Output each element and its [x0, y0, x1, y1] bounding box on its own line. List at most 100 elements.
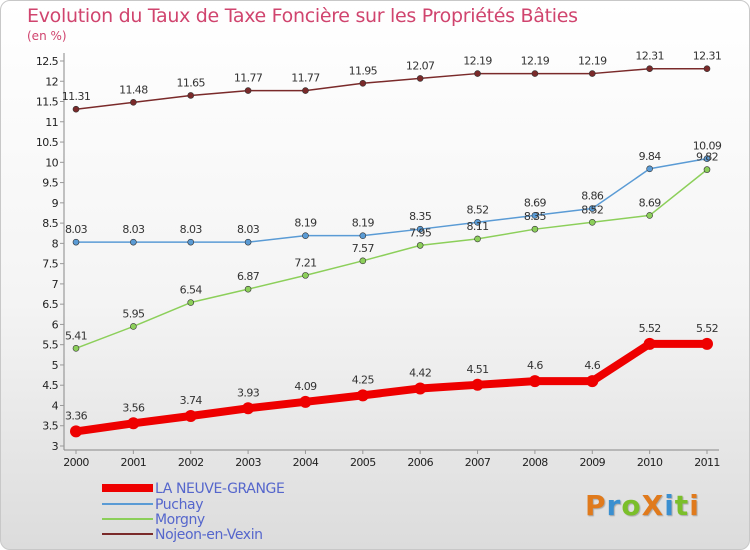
data-label-morgny: 5.95	[122, 307, 145, 320]
data-label-nojeon-en-vexin: 11.77	[291, 72, 320, 85]
data-label-nojeon-en-vexin: 11.31	[62, 90, 91, 103]
y-tick-label: 3	[52, 440, 59, 453]
y-tick-label: 6	[52, 318, 59, 331]
brand-letter: P	[585, 489, 607, 522]
data-label-la-neuve-grange: 5.52	[696, 322, 718, 335]
data-label-la-neuve-grange: 4.25	[352, 373, 375, 386]
brand-letter: X	[641, 489, 665, 522]
data-label-puchay: 8.19	[352, 217, 375, 230]
brand-letter: o	[621, 489, 642, 522]
data-label-la-neuve-grange: 5.52	[639, 322, 661, 335]
data-label-morgny: 6.54	[180, 284, 203, 297]
legend-label-morgny: Morgny	[155, 512, 205, 528]
x-tick-label: 2010	[637, 456, 663, 469]
x-tick-label: 2006	[407, 456, 433, 469]
y-tick-label: 4.5	[42, 379, 58, 392]
data-label-puchay: 8.03	[180, 223, 203, 236]
x-tick-label: 2002	[178, 456, 204, 469]
y-tick-label: 11	[45, 116, 58, 129]
data-label-nojeon-en-vexin: 11.77	[234, 72, 263, 85]
data-point-puchay	[703, 155, 711, 162]
y-tick-label: 7	[52, 278, 59, 291]
y-tick-label: 10	[45, 156, 58, 169]
x-tick-label: 2009	[579, 456, 605, 469]
data-point-nojeon-en-vexin	[646, 65, 653, 72]
data-label-morgny: 8.52	[581, 203, 603, 216]
series-line-puchay	[75, 157, 708, 243]
x-tick-label: 2008	[522, 456, 548, 469]
data-point-morgny	[474, 235, 481, 243]
data-point-nojeon-en-vexin	[531, 70, 539, 77]
data-label-morgny: 9.82	[696, 151, 718, 164]
data-label-la-neuve-grange: 4.42	[409, 366, 431, 379]
y-tick-label: 11.5	[36, 96, 59, 109]
data-point-puchay	[646, 165, 653, 173]
data-label-nojeon-en-vexin: 12.19	[463, 55, 492, 68]
data-label-puchay: 8.35	[409, 210, 432, 223]
y-tick-label: 7.5	[42, 258, 58, 271]
data-point-nojeon-en-vexin	[588, 70, 596, 77]
y-tick-label: 4	[52, 399, 59, 412]
data-label-nojeon-en-vexin: 12.19	[578, 55, 607, 68]
y-tick-label: 9.5	[42, 177, 58, 190]
y-tick-label: 12.5	[36, 55, 59, 68]
data-point-morgny	[531, 225, 539, 233]
data-point-morgny	[588, 218, 596, 226]
y-tick-label: 5.5	[42, 339, 58, 352]
data-point-puchay	[244, 238, 252, 246]
data-point-puchay	[588, 205, 596, 212]
data-point-puchay	[187, 238, 195, 246]
data-point-morgny	[302, 272, 309, 279]
data-label-la-neuve-grange: 3.56	[122, 401, 145, 414]
data-label-nojeon-en-vexin: 12.31	[635, 50, 664, 63]
x-tick-label: 2000	[63, 456, 89, 469]
data-point-la-neuve-grange	[701, 337, 713, 350]
data-label-puchay: 8.03	[122, 223, 145, 236]
data-point-la-neuve-grange	[242, 402, 255, 415]
data-point-morgny	[703, 166, 711, 173]
data-point-morgny	[130, 323, 137, 330]
data-point-puchay	[474, 218, 481, 226]
y-tick-label: 12	[45, 75, 58, 88]
data-point-morgny	[416, 242, 424, 249]
x-tick-label: 2011	[694, 456, 720, 469]
x-tick-label: 2003	[235, 456, 261, 469]
data-point-la-neuve-grange	[586, 375, 599, 388]
data-point-nojeon-en-vexin	[703, 65, 711, 72]
data-point-puchay	[416, 225, 424, 233]
data-label-la-neuve-grange: 4.6	[527, 359, 543, 372]
data-label-la-neuve-grange: 4.09	[294, 380, 317, 393]
y-tick-label: 5	[52, 359, 59, 372]
data-point-morgny	[359, 257, 367, 265]
y-tick-label: 6.5	[42, 298, 58, 311]
data-label-la-neuve-grange: 3.74	[180, 394, 203, 407]
brand-logo: ProXiti	[585, 489, 700, 522]
data-label-la-neuve-grange: 4.6	[584, 359, 600, 372]
data-point-nojeon-en-vexin	[359, 79, 367, 87]
brand-letter: i	[689, 489, 700, 522]
data-point-la-neuve-grange	[471, 378, 484, 391]
chart-unit: (en %)	[27, 29, 67, 43]
y-tick-label: 8	[52, 237, 59, 250]
data-point-nojeon-en-vexin	[72, 105, 80, 113]
brand-letter: t	[674, 489, 690, 522]
y-tick-label: 9	[52, 197, 59, 210]
data-point-la-neuve-grange	[356, 389, 369, 402]
brand-letter: r	[606, 489, 622, 522]
data-label-la-neuve-grange: 4.51	[466, 363, 488, 376]
series-line-nojeon-en-vexin	[75, 67, 708, 110]
data-label-morgny: 8.35	[524, 210, 547, 223]
data-label-puchay: 10.09	[693, 140, 722, 153]
data-point-nojeon-en-vexin	[130, 99, 137, 106]
data-label-puchay: 8.03	[65, 223, 88, 236]
data-label-la-neuve-grange: 3.93	[237, 386, 260, 399]
data-label-morgny: 8.69	[639, 196, 662, 209]
x-tick-label: 2005	[350, 456, 376, 469]
data-label-puchay: 8.69	[524, 196, 547, 209]
data-point-nojeon-en-vexin	[187, 92, 195, 99]
data-label-la-neuve-grange: 3.36	[65, 409, 88, 422]
x-tick-label: 2007	[465, 456, 491, 469]
data-label-puchay: 8.86	[581, 190, 604, 203]
